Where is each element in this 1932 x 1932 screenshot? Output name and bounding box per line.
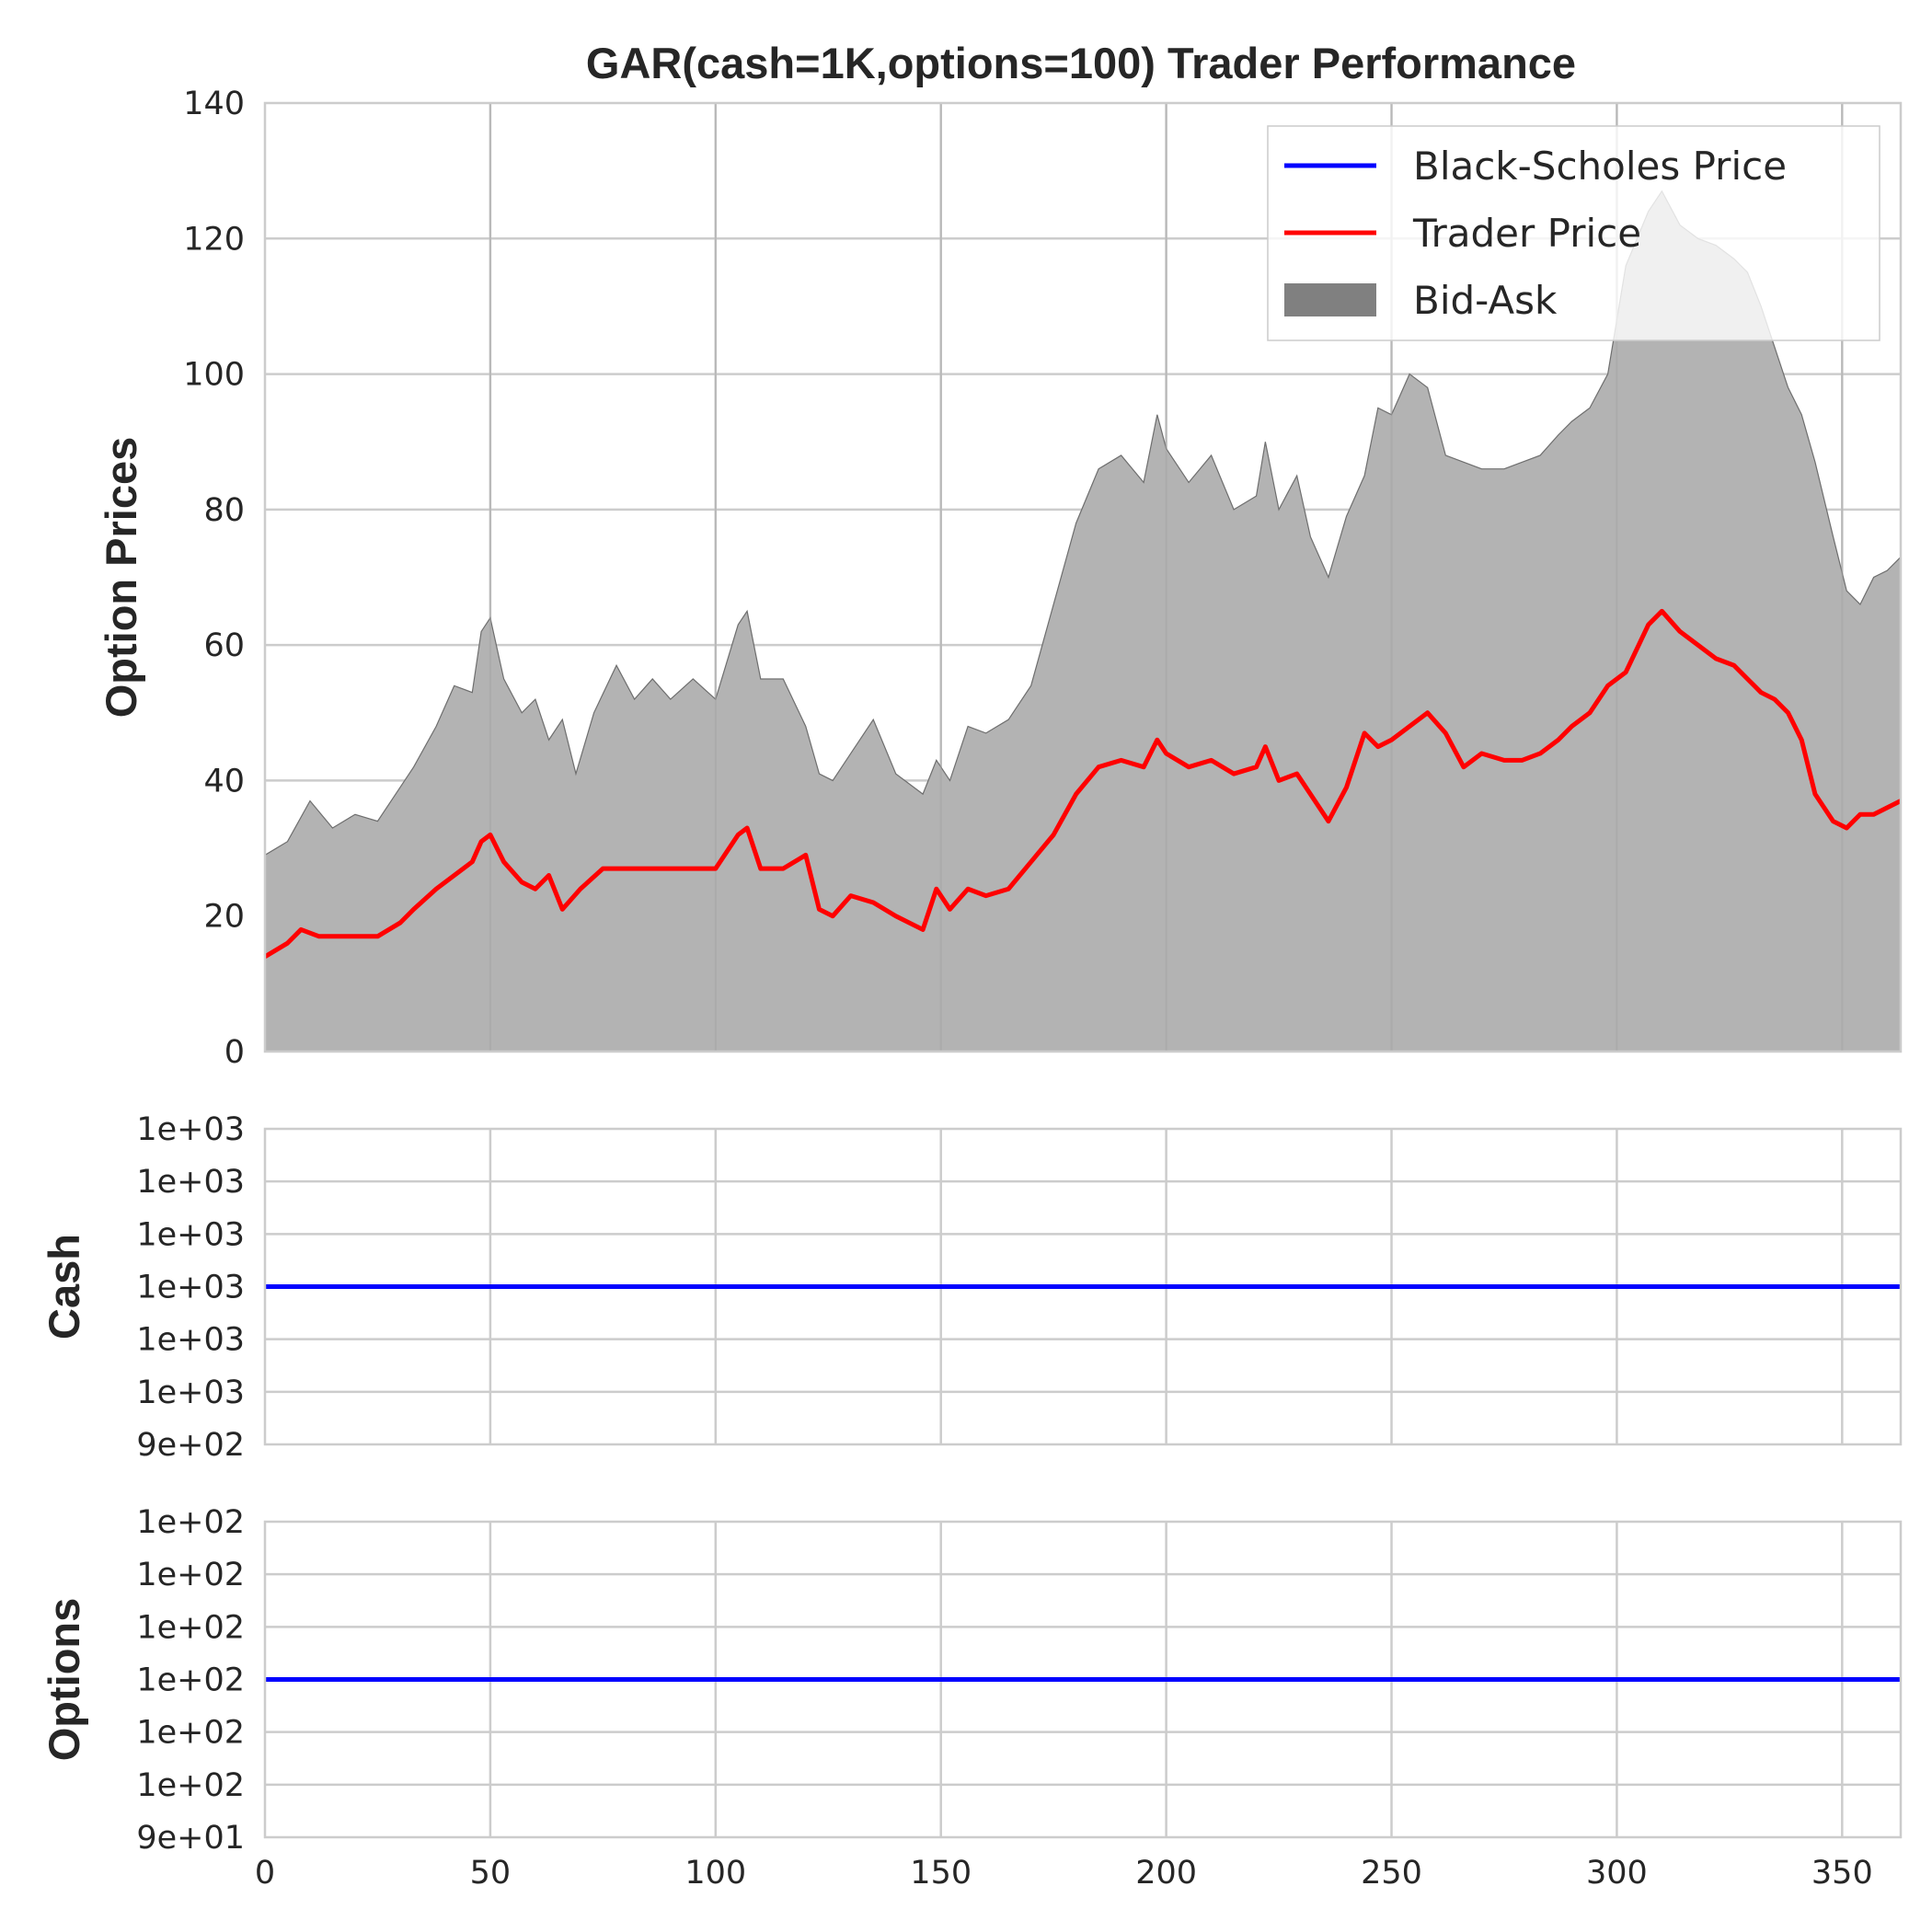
x-tick-label: 50 [470, 1855, 512, 1892]
legend-label-bid-ask: Bid-Ask [1413, 278, 1558, 323]
y-tick-label: 1e+02 [136, 1662, 245, 1699]
x-tick-label: 0 [255, 1855, 275, 1892]
y-tick-label: 1e+03 [136, 1322, 245, 1359]
legend-marker-bid-ask [1284, 283, 1376, 316]
y-tick-label: 1e+03 [136, 1270, 245, 1306]
y-tick-label: 9e+02 [136, 1427, 245, 1464]
legend-label-trader-price: Trader Price [1412, 211, 1641, 256]
x-tick-label: 300 [1586, 1855, 1648, 1892]
legend-label-black-scholes-price: Black-Scholes Price [1413, 144, 1787, 189]
y-tick-label: 1e+02 [136, 1557, 245, 1593]
y-tick-label: 40 [203, 763, 245, 799]
y-tick-label: 9e+01 [136, 1820, 245, 1857]
options-panel: 9e+01 1e+02 1e+02 1e+02 1e+02 1e+02 1e+02 0 50 10… [40, 1504, 1901, 1892]
cash-panel: 9e+02 1e+03 1e+03 1e+03 1e+03 1e+03 1e+03 Cash [40, 1111, 1901, 1464]
y-tick-label: 1e+03 [136, 1164, 245, 1201]
x-tick-label: 250 [1361, 1855, 1422, 1892]
y-tick-label: 60 [203, 627, 245, 664]
y-tick-label: 80 [203, 492, 245, 529]
y-tick-label: 100 [183, 357, 245, 394]
y-tick-label: 120 [183, 221, 245, 258]
y-tick-label: 1e+03 [136, 1374, 245, 1411]
y-tick-label: 1e+02 [136, 1609, 245, 1646]
y-tick-label: 1e+02 [136, 1767, 245, 1804]
y-tick-label: 1e+03 [136, 1111, 245, 1148]
y-tick-label: 20 [203, 899, 245, 936]
y-axis-title: Option Prices [97, 437, 145, 719]
x-tick-label: 150 [910, 1855, 972, 1892]
chart-title: GAR(cash=1K,options=100) Trader Performa… [586, 39, 1576, 87]
x-tick-label: 200 [1135, 1855, 1197, 1892]
y-tick-label: 1e+02 [136, 1715, 245, 1752]
y-tick-label: 1e+02 [136, 1504, 245, 1541]
legend: Black-Scholes Price Trader Price Bid-Ask [1268, 126, 1880, 340]
x-tick-label: 350 [1811, 1855, 1873, 1892]
y-axis-title: Cash [40, 1234, 88, 1340]
y-axis-title: Options [40, 1598, 88, 1762]
x-tick-label: 100 [684, 1855, 746, 1892]
y-tick-label: 140 [183, 86, 245, 122]
y-tick-label: 1e+03 [136, 1216, 245, 1253]
y-tick-label: 0 [224, 1034, 245, 1071]
